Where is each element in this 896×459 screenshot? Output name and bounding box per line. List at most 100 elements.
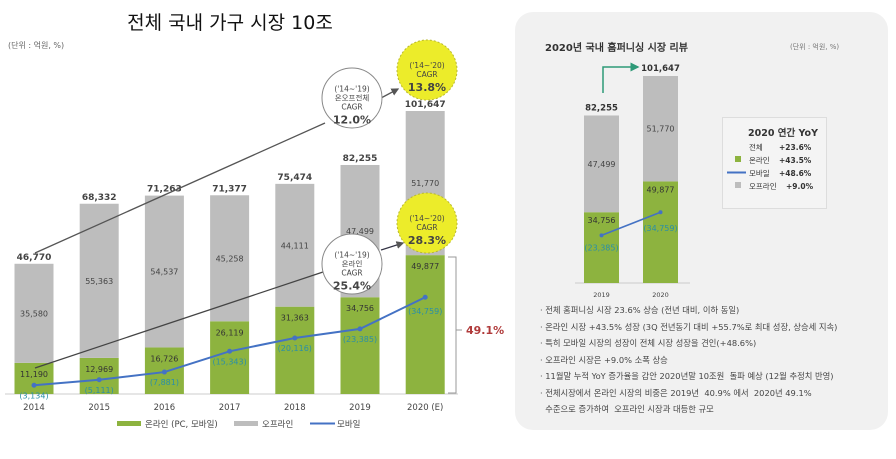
bar-online <box>79 357 119 394</box>
label-online: 11,190 <box>20 370 48 379</box>
bar-offline <box>210 195 250 322</box>
label-mobile: (23,385) <box>343 335 377 344</box>
yoy-item-label: 전체 <box>749 142 763 152</box>
label-offline: 44,111 <box>281 241 309 250</box>
x-tick-label: 2014 <box>23 403 45 413</box>
point-mobile <box>658 210 663 215</box>
label-total: 82,255 <box>585 103 618 113</box>
point-mobile <box>96 377 102 383</box>
bullet-item: · 전체시장에서 온라인 시장의 비중은 2019년 40.9% 에서 2020… <box>540 387 812 398</box>
cagr-total-14-20-text: CAGR <box>416 70 437 79</box>
x-tick-label: 2017 <box>219 403 241 413</box>
page-title: 전체 국내 가구 시장 10조 <box>127 12 333 34</box>
cagr-total-14-19-value: 12.0% <box>333 114 371 127</box>
bullet-item: · 전체 홈퍼니싱 시장 23.6% 상승 (전년 대비, 이하 동일) <box>540 305 740 315</box>
label-offline: 54,537 <box>150 268 178 277</box>
bar-offline <box>584 115 619 213</box>
label-total: 101,647 <box>641 64 680 74</box>
cagr-total-14-19-text: 온오프전체 <box>335 93 370 103</box>
cagr-total-14-20 <box>396 39 458 101</box>
point-mobile <box>599 233 604 238</box>
point-mobile <box>227 348 233 354</box>
point-mobile <box>161 369 167 375</box>
cagr-online-14-19-text: 온라인 <box>342 259 363 269</box>
label-total: 101,647 <box>405 100 446 110</box>
label-total: 82,255 <box>343 154 378 164</box>
yoy-item-label: 모바일 <box>749 168 770 178</box>
bar-online <box>405 255 445 394</box>
trend-arrow-total <box>380 88 400 99</box>
yoy-item-label: 온라인 <box>749 155 770 165</box>
bar-offline <box>14 263 54 363</box>
bar-online <box>643 181 678 283</box>
cagr-online-14-19-text: ('14~'19) <box>334 251 369 260</box>
bullet-item: · 특히 모바일 시장의 성장이 전체 시장 성장을 견인(+48.6%) <box>540 338 757 348</box>
cagr-online-14-19-value: 25.4% <box>333 280 371 293</box>
label-mobile: (7,881) <box>150 378 179 387</box>
point-mobile <box>31 382 37 388</box>
bar-online <box>210 321 250 394</box>
cagr-total-14-20-value: 13.8% <box>408 81 446 94</box>
label-total: 75,474 <box>277 173 312 183</box>
legend-label-mobile: 모바일 <box>337 419 360 430</box>
label-mobile: (34,759) <box>408 307 442 316</box>
label-offline: 51,770 <box>647 125 675 134</box>
label-offline: 35,580 <box>20 309 48 318</box>
label-online: 34,756 <box>346 304 374 313</box>
x-tick-label: 2018 <box>284 403 306 413</box>
bar-online <box>14 362 54 394</box>
yoy-title: 2020 연간 YoY <box>748 127 818 139</box>
label-total: 46,770 <box>17 253 52 263</box>
yoy-item-value: +23.6% <box>779 143 812 152</box>
label-mobile: (3,134) <box>19 391 48 400</box>
bullet-item: · 오프라인 시장은 +9.0% 소폭 상승 <box>540 354 668 365</box>
label-mobile: (5,111) <box>85 386 114 395</box>
cagr-total-14-19 <box>321 67 383 129</box>
x-tick-label: 2019 <box>593 291 610 299</box>
cagr-online-14-20-text: CAGR <box>416 223 437 232</box>
x-tick-label: 2020 <box>652 291 669 299</box>
point-mobile <box>292 335 298 341</box>
label-offline: 51,770 <box>411 179 439 188</box>
legend-label-online: 온라인 (PC, 모바일) <box>145 419 218 430</box>
x-tick-label: 2015 <box>88 403 110 413</box>
review-unit: (단위 : 억원, %) <box>790 43 840 51</box>
label-total: 68,332 <box>82 193 117 203</box>
bullet-item: · 11월말 누적 YoY 증가율을 감안 2020년말 10조원 돌파 예상 … <box>540 371 834 381</box>
bar-online <box>275 306 315 394</box>
label-online: 34,756 <box>588 216 616 225</box>
cagr-total-14-19-text: CAGR <box>341 103 362 112</box>
legend-swatch-online <box>117 421 141 426</box>
share-bracket <box>448 256 462 394</box>
legend-swatch-online <box>735 156 741 162</box>
legend-swatch-offline <box>234 421 258 426</box>
line-mobile <box>601 211 661 237</box>
label-total: 71,263 <box>147 185 182 195</box>
cagr-online-14-20-value: 28.3% <box>408 234 446 247</box>
label-online: 26,119 <box>216 328 244 337</box>
label-total: 71,377 <box>212 184 247 194</box>
x-tick-label: 2019 <box>349 403 371 413</box>
legend-label-offline: 오프라인 <box>262 419 293 430</box>
bar-offline <box>643 76 678 182</box>
yoy-legend-box <box>722 117 827 209</box>
cagr-online-14-19-text: CAGR <box>341 269 362 278</box>
label-online: 49,877 <box>411 262 439 271</box>
label-offline: 47,499 <box>346 227 374 236</box>
label-offline: 55,363 <box>85 277 113 286</box>
yoy-item-value: +43.5% <box>779 156 812 165</box>
growth-arrow <box>602 62 640 93</box>
cagr-total-14-20-text: ('14~'20) <box>409 61 444 70</box>
label-mobile: (34,759) <box>643 224 677 233</box>
x-tick-label: 2020 (E) <box>407 403 443 413</box>
cagr-online-14-20-text: ('14~'20) <box>409 214 444 223</box>
review-panel <box>515 12 888 430</box>
point-mobile <box>422 294 428 300</box>
cagr-online-14-20 <box>396 192 458 254</box>
x-tick-label: 2016 <box>154 403 176 413</box>
label-offline: 47,499 <box>588 160 616 169</box>
bar-online <box>584 212 619 283</box>
cagr-total-14-19-text: ('14~'19) <box>334 85 369 94</box>
bar-online <box>340 297 380 394</box>
